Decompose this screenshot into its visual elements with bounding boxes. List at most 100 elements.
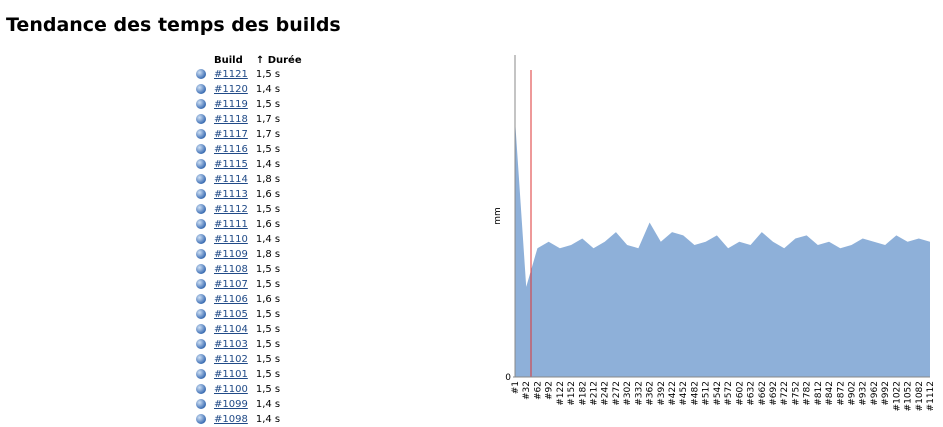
build-row: #1111 1,6 s	[192, 217, 306, 232]
build-link[interactable]: #1107	[214, 279, 248, 290]
build-cell: #1099	[210, 397, 252, 412]
build-row: #1117 1,7 s	[192, 127, 306, 142]
build-row: #1114 1,8 s	[192, 172, 306, 187]
x-tick-label: #32	[522, 381, 532, 400]
build-cell: #1120	[210, 82, 252, 97]
duration-cell: 1,4 s	[255, 84, 281, 95]
build-link[interactable]: #1110	[214, 234, 248, 245]
build-link[interactable]: #1100	[214, 384, 248, 395]
build-row: #1104 1,5 s	[192, 322, 306, 337]
status-ball	[196, 144, 206, 154]
build-row: #1109 1,8 s	[192, 247, 306, 262]
status-icon	[192, 187, 210, 202]
status-icon	[192, 127, 210, 142]
build-row: #1106 1,6 s	[192, 292, 306, 307]
build-link[interactable]: #1113	[214, 189, 248, 200]
build-cell: #1109	[210, 247, 252, 262]
duration-cell: 1,4 s	[255, 234, 281, 245]
build-link[interactable]: #1103	[214, 339, 248, 350]
build-cell: #1108	[210, 262, 252, 277]
build-link[interactable]: #1119	[214, 99, 248, 110]
status-icon	[192, 202, 210, 217]
build-link[interactable]: #1115	[214, 159, 248, 170]
status-ball	[196, 114, 206, 124]
build-cell: #1117	[210, 127, 252, 142]
status-ball	[196, 69, 206, 79]
build-link[interactable]: #1099	[214, 399, 248, 410]
status-ball	[196, 84, 206, 94]
build-cell: #1111	[210, 217, 252, 232]
x-tick-label: #1082	[915, 381, 925, 411]
build-link[interactable]: #1098	[214, 414, 248, 425]
spacer	[192, 54, 210, 67]
x-tick-label: #62	[533, 381, 543, 400]
status-icon	[192, 397, 210, 412]
status-icon	[192, 217, 210, 232]
duration-cell: 1,5 s	[255, 309, 281, 320]
build-link[interactable]: #1111	[214, 219, 248, 230]
x-tick-label: #842	[825, 381, 835, 406]
build-cell: #1114	[210, 172, 252, 187]
x-tick-label: #482	[690, 381, 700, 406]
build-link[interactable]: #1108	[214, 264, 248, 275]
x-tick-label: #302	[623, 381, 633, 406]
duration-cell: 1,6 s	[255, 294, 281, 305]
build-link[interactable]: #1106	[214, 294, 248, 305]
duration-cell: 1,5 s	[255, 354, 281, 365]
build-link[interactable]: #1114	[214, 174, 248, 185]
duration-cell: 1,5 s	[255, 144, 281, 155]
build-link[interactable]: #1116	[214, 144, 248, 155]
status-ball	[196, 339, 206, 349]
build-cell: #1110	[210, 232, 252, 247]
status-icon	[192, 367, 210, 382]
status-icon	[192, 277, 210, 292]
build-link[interactable]: #1121	[214, 69, 248, 80]
status-ball	[196, 129, 206, 139]
build-row: #1112 1,5 s	[192, 202, 306, 217]
build-link[interactable]: #1104	[214, 324, 248, 335]
duration-cell: 1,5 s	[255, 279, 281, 290]
status-ball	[196, 234, 206, 244]
duration-cell: 1,5 s	[255, 324, 281, 335]
build-cell: #1106	[210, 292, 252, 307]
status-ball	[196, 414, 206, 424]
build-row: #1113 1,6 s	[192, 187, 306, 202]
duration-cell: 1,7 s	[255, 114, 281, 125]
build-cell: #1098	[210, 412, 252, 427]
build-link[interactable]: #1120	[214, 84, 248, 95]
build-row: #1105 1,5 s	[192, 307, 306, 322]
build-cell: #1105	[210, 307, 252, 322]
status-icon	[192, 142, 210, 157]
duration-cell: 1,5 s	[255, 69, 281, 80]
status-ball	[196, 219, 206, 229]
status-icon	[192, 82, 210, 97]
duration-cell: 1,5 s	[255, 264, 281, 275]
duration-cell: 1,8 s	[255, 174, 281, 185]
status-ball	[196, 309, 206, 319]
build-link[interactable]: #1102	[214, 354, 248, 365]
x-tick-label: #692	[769, 381, 779, 406]
col-header: Build	[214, 55, 243, 66]
build-cell: #1121	[210, 67, 252, 82]
build-row: #1101 1,5 s	[192, 367, 306, 382]
build-link[interactable]: #1117	[214, 129, 248, 140]
status-ball	[196, 264, 206, 274]
status-ball	[196, 279, 206, 289]
status-ball	[196, 174, 206, 184]
build-link[interactable]: #1118	[214, 114, 248, 125]
duration-cell: 1,5 s	[255, 99, 281, 110]
build-cell: #1100	[210, 382, 252, 397]
build-link[interactable]: #1101	[214, 369, 248, 380]
col-header[interactable]: ↑ Durée	[255, 55, 302, 66]
status-ball	[196, 384, 206, 394]
x-tick-label: #602	[735, 381, 745, 406]
x-tick-label: #872	[836, 381, 846, 406]
build-link[interactable]: #1109	[214, 249, 248, 260]
build-link[interactable]: #1112	[214, 204, 248, 215]
duration-cell: 1,4 s	[255, 399, 281, 410]
status-ball	[196, 324, 206, 334]
x-tick-label: #722	[780, 381, 790, 406]
build-link[interactable]: #1105	[214, 309, 248, 320]
x-tick-label: #92	[545, 381, 555, 400]
x-tick-label: #332	[634, 381, 644, 406]
